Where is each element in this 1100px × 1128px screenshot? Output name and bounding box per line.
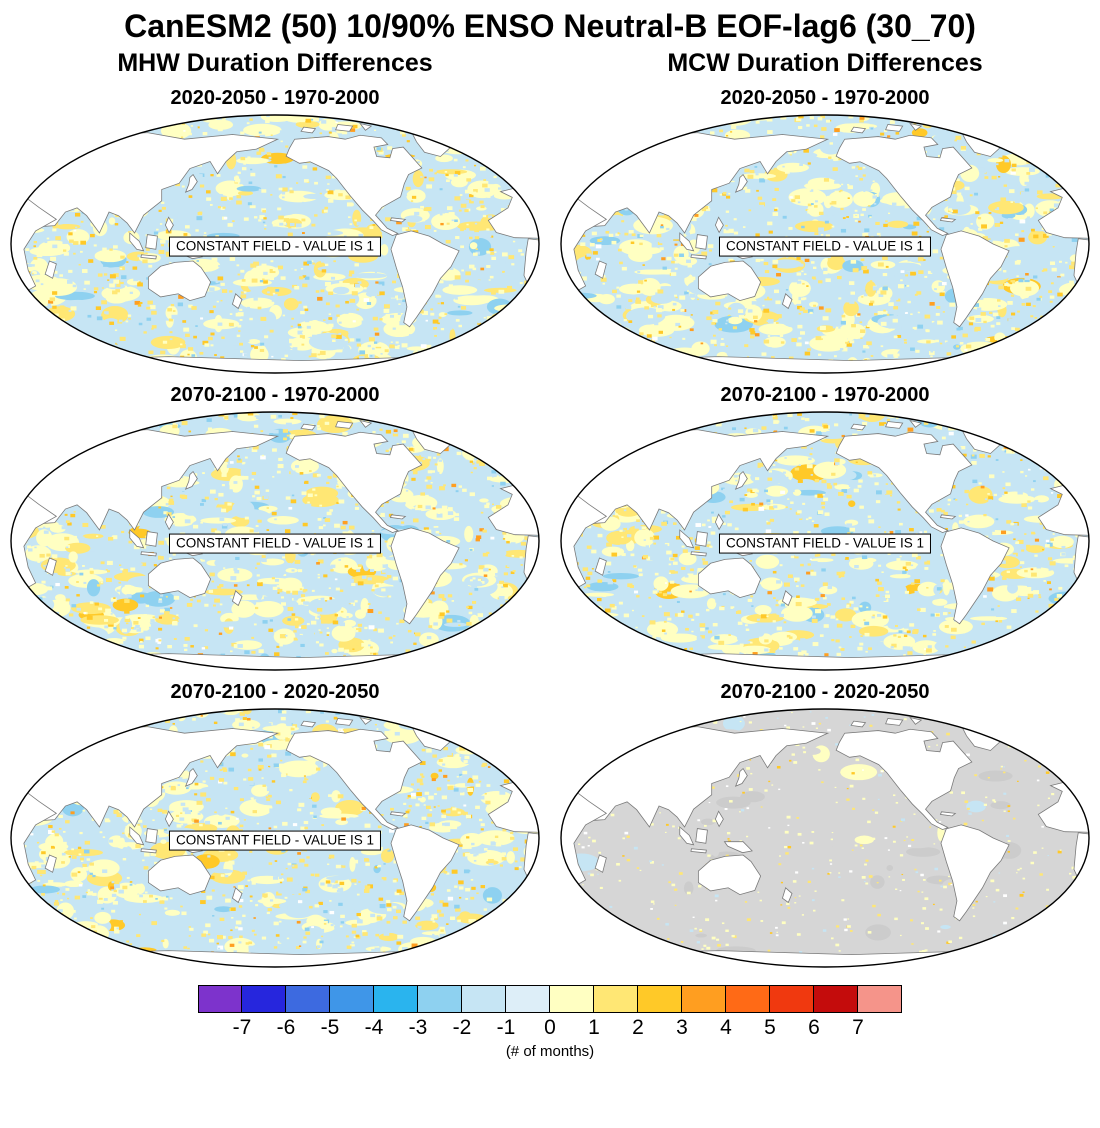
colorbar-swatches <box>198 985 902 1013</box>
colorbar-swatch-15 <box>858 985 902 1013</box>
colorbar-swatch-0 <box>198 985 242 1013</box>
map-wrap: CONSTANT FIELD - VALUE IS 1 <box>559 410 1091 672</box>
colorbar-tick: -1 <box>496 1016 516 1039</box>
constant-field-label: CONSTANT FIELD - VALUE IS 1 <box>168 830 382 852</box>
colorbar-tick: 4 <box>720 1016 732 1039</box>
constant-field-label: CONSTANT FIELD - VALUE IS 1 <box>718 533 932 555</box>
colorbar-swatch-11 <box>682 985 726 1013</box>
colorbar-tick: 7 <box>852 1016 864 1039</box>
colorbar-tick: -7 <box>232 1016 252 1039</box>
panel-title: 2020-2050 - 1970-2000 <box>170 87 380 109</box>
world-map-mcw-2070-2100b <box>559 707 1091 969</box>
colorbar-tick: 1 <box>588 1016 600 1039</box>
map-panel-mcw-row1: 2020-2050 - 1970-2000 CONSTANT FIELD - V… <box>550 82 1100 375</box>
panel-title: 2070-2100 - 1970-2000 <box>170 384 380 406</box>
figure-title: CanESM2 (50) 10/90% ENSO Neutral-B EOF-l… <box>124 8 976 44</box>
colorbar-swatch-2 <box>286 985 330 1013</box>
panel-title: 2070-2100 - 2020-2050 <box>720 681 930 703</box>
map-wrap: CONSTANT FIELD - VALUE IS 1 <box>9 707 541 969</box>
panel-title: 2070-2100 - 1970-2000 <box>720 384 930 406</box>
panel-title: 2020-2050 - 1970-2000 <box>720 87 930 109</box>
colorbar-tick: 2 <box>632 1016 644 1039</box>
constant-field-label: CONSTANT FIELD - VALUE IS 1 <box>168 533 382 555</box>
constant-field-label: CONSTANT FIELD - VALUE IS 1 <box>168 236 382 258</box>
colorbar-swatch-9 <box>594 985 638 1013</box>
constant-field-label: CONSTANT FIELD - VALUE IS 1 <box>718 236 932 258</box>
colorbar-swatch-5 <box>418 985 462 1013</box>
map-wrap: CONSTANT FIELD - VALUE IS 1 <box>9 113 541 375</box>
colorbar-swatch-6 <box>462 985 506 1013</box>
colorbar: -7 -6 -5 -4 -3 -2 -1 0 1 2 3 4 5 6 7 (# of months) <box>0 985 1100 1060</box>
colorbar-swatch-1 <box>242 985 286 1013</box>
map-wrap: CONSTANT FIELD - VALUE IS 1 <box>9 410 541 672</box>
colorbar-tick: -3 <box>408 1016 428 1039</box>
column-headers: MHW Duration Differences MCW Duration Di… <box>0 49 1100 78</box>
colorbar-swatch-14 <box>814 985 858 1013</box>
colorbar-tick: -5 <box>320 1016 340 1039</box>
panel-grid: 2020-2050 - 1970-2000 CONSTANT FIELD - V… <box>0 82 1100 969</box>
map-panel-mhw-row1: 2020-2050 - 1970-2000 CONSTANT FIELD - V… <box>0 82 550 375</box>
colorbar-swatch-8 <box>550 985 594 1013</box>
colorbar-caption: (# of months) <box>505 1043 595 1060</box>
colorbar-tick: 3 <box>676 1016 688 1039</box>
colorbar-tick: 6 <box>808 1016 820 1039</box>
map-wrap <box>559 707 1091 969</box>
colorbar-swatch-10 <box>638 985 682 1013</box>
colorbar-tick: -2 <box>452 1016 472 1039</box>
colorbar-swatch-12 <box>726 985 770 1013</box>
colorbar-tick: -4 <box>364 1016 384 1039</box>
map-wrap: CONSTANT FIELD - VALUE IS 1 <box>559 113 1091 375</box>
colorbar-tick-labels: -7 -6 -5 -4 -3 -2 -1 0 1 2 3 4 5 6 7 <box>220 1016 880 1040</box>
colorbar-tick: -6 <box>276 1016 296 1039</box>
map-panel-mcw-row3: 2070-2100 - 2020-2050 <box>550 676 1100 969</box>
column-title-mhw: MHW Duration Differences <box>117 49 433 77</box>
map-panel-mhw-row3: 2070-2100 - 2020-2050 CONSTANT FIELD - V… <box>0 676 550 969</box>
column-title-mcw: MCW Duration Differences <box>667 49 983 77</box>
map-panel-mhw-row2: 2070-2100 - 1970-2000 CONSTANT FIELD - V… <box>0 379 550 672</box>
colorbar-swatch-4 <box>374 985 418 1013</box>
colorbar-swatch-13 <box>770 985 814 1013</box>
panel-title: 2070-2100 - 2020-2050 <box>170 681 380 703</box>
colorbar-swatch-7 <box>506 985 550 1013</box>
colorbar-tick: 0 <box>544 1016 556 1039</box>
map-panel-mcw-row2: 2070-2100 - 1970-2000 CONSTANT FIELD - V… <box>550 379 1100 672</box>
colorbar-swatch-3 <box>330 985 374 1013</box>
colorbar-tick: 5 <box>764 1016 776 1039</box>
